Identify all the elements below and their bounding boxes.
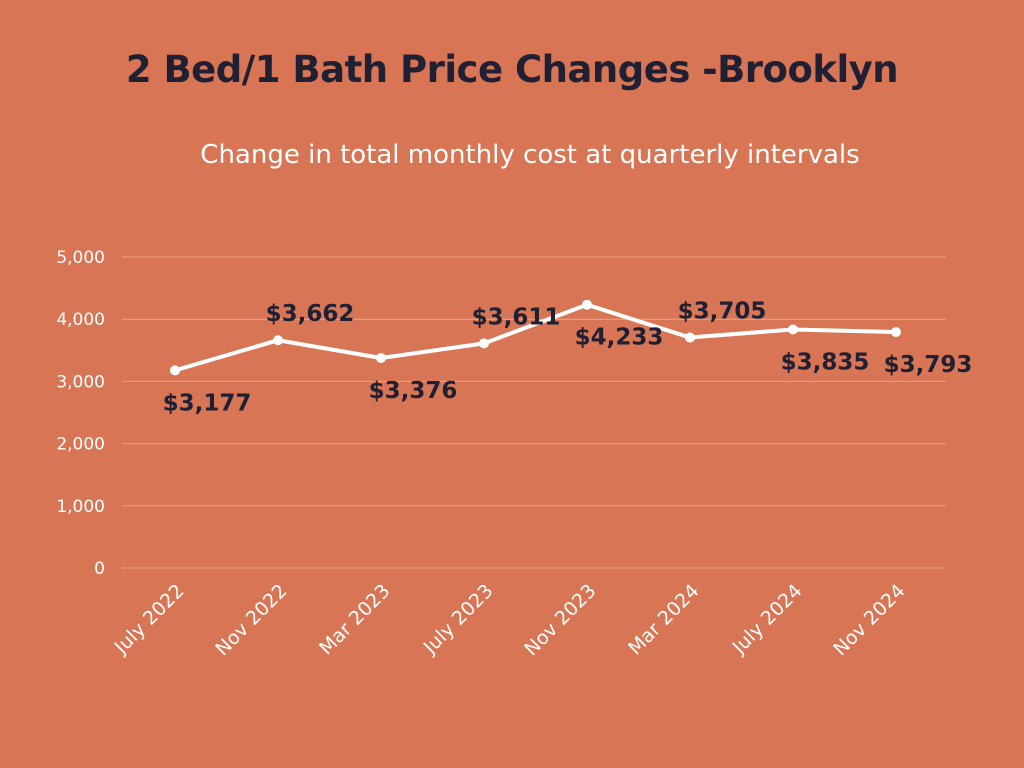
chart-title: 2 Bed/1 Bath Price Changes -Brooklyn	[125, 48, 899, 91]
x-tick-label: July 2022	[110, 580, 189, 659]
data-label: $3,662	[266, 301, 355, 327]
data-label: $3,177	[163, 390, 252, 416]
data-label: $3,376	[369, 378, 458, 404]
data-label: $3,705	[678, 299, 767, 325]
y-tick-label: 3,000	[56, 372, 105, 392]
data-label: $3,611	[472, 304, 561, 330]
data-point	[479, 338, 489, 349]
data-point	[788, 324, 798, 335]
x-tick-label: Nov 2024	[829, 580, 909, 660]
x-tick-label: Mar 2024	[624, 580, 703, 659]
data-label: $3,793	[884, 352, 973, 378]
chart-subtitle: Change in total monthly cost at quarterl…	[200, 140, 860, 170]
data-point	[273, 335, 283, 346]
data-label: $4,233	[575, 325, 664, 351]
y-tick-label: 4,000	[56, 310, 105, 330]
y-tick-label: 2,000	[56, 435, 105, 455]
y-tick-label: 5,000	[56, 248, 105, 268]
x-tick-label: Nov 2022	[211, 580, 291, 660]
x-tick-label: July 2023	[419, 580, 498, 659]
data-point	[582, 299, 592, 310]
data-label: $3,835	[781, 349, 870, 375]
x-tick-label: Nov 2023	[520, 580, 600, 660]
x-tick-label: July 2024	[728, 580, 807, 659]
y-tick-label: 1,000	[56, 497, 105, 517]
series-line	[173, 302, 898, 373]
data-point	[891, 327, 901, 338]
data-point	[685, 332, 695, 343]
data-point	[376, 353, 386, 364]
x-tick-label: Mar 2023	[315, 580, 394, 659]
y-tick-label: 0	[94, 559, 105, 579]
data-point	[170, 365, 180, 376]
